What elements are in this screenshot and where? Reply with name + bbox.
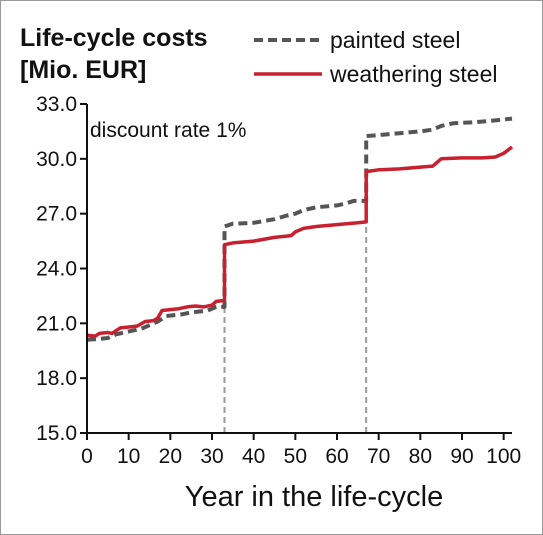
- axes: 15.0 18.0 21.0 24.0 27.0 30.0 33.0 0 10 20 30 40 50 6…: [36, 93, 521, 468]
- x-tick-label: 80: [409, 445, 432, 468]
- x-tick-label: 30: [200, 445, 223, 468]
- x-tick-label: 60: [325, 445, 348, 468]
- y-tick-label: 33.0: [36, 93, 77, 116]
- x-tick-label: 40: [242, 445, 265, 468]
- legend: painted steel weathering steel: [254, 27, 498, 87]
- x-tick-label: 10: [117, 445, 140, 468]
- x-axis-label: Year in the life-cycle: [185, 481, 443, 513]
- series-layer: [86, 116, 514, 342]
- y-tick-label: 18.0: [36, 367, 77, 390]
- reference-lines: [223, 222, 368, 433]
- x-tick-label: 70: [367, 445, 390, 468]
- y-tick-label: 21.0: [36, 312, 77, 335]
- x-tick-label: 0: [81, 445, 93, 468]
- chart-title-line-2: [Mio. EUR]: [20, 56, 146, 84]
- series-line-painted-steel: [86, 116, 513, 342]
- x-tick-label: 100: [486, 445, 521, 468]
- legend-label-weathering-steel: weathering steel: [329, 61, 498, 87]
- x-tick-label: 20: [159, 445, 182, 468]
- series-line-weathering-steel: [86, 145, 514, 338]
- x-tick-label: 90: [450, 445, 473, 468]
- y-tick-label: 24.0: [36, 258, 77, 281]
- legend-label-painted-steel: painted steel: [330, 27, 460, 53]
- chart-annotation: discount rate 1%: [90, 119, 246, 142]
- y-tick-label: 15.0: [36, 422, 77, 445]
- y-tick-label: 30.0: [36, 148, 77, 171]
- y-tick-label: 27.0: [36, 203, 77, 226]
- chart-title-line-1: Life-cycle costs: [20, 24, 208, 52]
- x-tick-label: 50: [284, 445, 307, 468]
